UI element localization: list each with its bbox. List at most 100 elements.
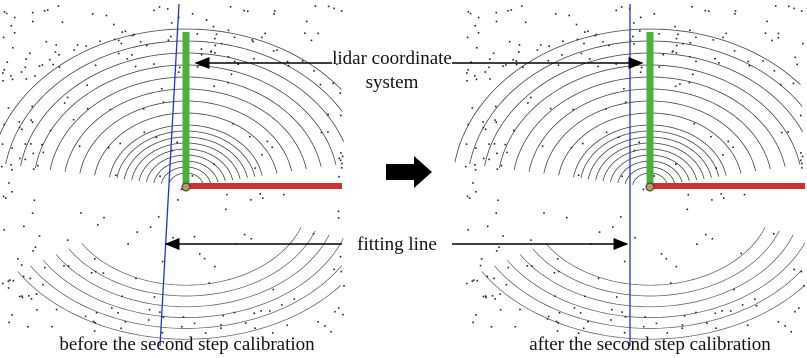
scan-ring xyxy=(467,37,469,39)
scan-ring xyxy=(518,51,520,53)
scan-ring xyxy=(540,44,542,46)
scan-ring xyxy=(581,53,583,55)
scan-ring xyxy=(30,119,32,121)
scan-ring xyxy=(708,10,710,12)
scan-ring xyxy=(472,322,474,324)
scan-ring xyxy=(472,280,474,282)
scan-ring xyxy=(556,321,558,323)
scan-ring xyxy=(214,52,216,54)
scan-ring xyxy=(92,13,94,15)
scan-ring xyxy=(259,193,261,195)
scan-ring xyxy=(801,163,803,165)
scan-ring xyxy=(55,44,57,46)
scan-ring xyxy=(679,83,681,85)
scan-ring xyxy=(208,282,210,284)
scan-ring xyxy=(483,158,485,160)
scan-ring xyxy=(676,52,678,54)
scan-ring xyxy=(489,58,491,60)
scan-ring xyxy=(5,197,7,199)
scan-ring xyxy=(67,97,69,99)
scan-ring xyxy=(338,217,340,219)
scan-ring xyxy=(44,10,46,12)
scan-ring xyxy=(516,64,518,66)
scan-ring xyxy=(695,312,697,314)
scan-ring xyxy=(766,21,768,23)
scan-ring xyxy=(788,6,790,8)
scan-ring xyxy=(21,264,23,266)
scan-ring xyxy=(121,31,123,33)
scan-ring xyxy=(492,295,494,297)
scan-ring xyxy=(547,318,549,320)
scan-ring xyxy=(225,209,227,211)
scan-ring xyxy=(341,271,343,273)
scan-ring xyxy=(131,54,133,56)
scan-ring xyxy=(161,88,163,90)
scan-ring xyxy=(634,237,636,239)
scan-ring xyxy=(578,174,580,176)
origin xyxy=(646,183,654,191)
scan-ring xyxy=(3,37,5,39)
scan-ring xyxy=(328,6,330,8)
scan-ring xyxy=(234,312,236,314)
scan-ring xyxy=(56,309,58,311)
scan-ring xyxy=(485,297,487,299)
scan-ring xyxy=(472,182,474,184)
scan-ring xyxy=(710,136,712,138)
scan-ring xyxy=(97,224,99,226)
scan-ring xyxy=(580,312,582,314)
scan-ring xyxy=(531,265,533,267)
scan-ring xyxy=(781,132,783,134)
scan-ring xyxy=(690,42,692,44)
scan-ring xyxy=(49,59,51,61)
scan-ring xyxy=(144,132,146,134)
scan-ring xyxy=(176,142,178,144)
scan-ring xyxy=(59,66,61,68)
scan-ring xyxy=(542,145,544,147)
scan-ring xyxy=(163,101,165,103)
scan-ring xyxy=(55,51,57,53)
scan-ring xyxy=(720,193,722,195)
scan-ring xyxy=(773,233,775,235)
scan-ring xyxy=(722,154,724,156)
scan-ring xyxy=(483,127,485,129)
scan-ring xyxy=(260,310,262,312)
scan-ring xyxy=(577,39,579,41)
scan-ring xyxy=(206,19,208,21)
scan-ring xyxy=(194,323,196,325)
scan-ring xyxy=(194,236,196,238)
scan-ring xyxy=(32,121,34,123)
scan-ring xyxy=(221,43,223,45)
scan-ring xyxy=(801,271,803,273)
scan-ring xyxy=(42,284,44,286)
scan-ring xyxy=(68,265,70,267)
scan-ring xyxy=(213,26,215,28)
scan-ring xyxy=(475,147,477,149)
scan-ring xyxy=(694,123,696,125)
scan-ring xyxy=(800,152,802,154)
scan-ring xyxy=(96,312,98,314)
scan-ring xyxy=(11,169,13,171)
scan-ring xyxy=(478,32,480,34)
scan-ring xyxy=(111,307,113,309)
scan-ring xyxy=(127,243,129,245)
scan-ring xyxy=(342,156,344,158)
scan-ring xyxy=(643,189,645,191)
scan-ring xyxy=(64,102,66,104)
scan-ring xyxy=(798,307,800,309)
scan-ring xyxy=(234,61,236,63)
scan-ring xyxy=(29,53,31,55)
scan-ring xyxy=(3,124,5,126)
scan-ring xyxy=(778,321,780,323)
scan-ring xyxy=(135,278,137,280)
scan-ring xyxy=(733,289,735,291)
scan-ring xyxy=(135,66,137,68)
scan-ring xyxy=(568,15,570,17)
scan-ring xyxy=(620,216,622,218)
scan-ring xyxy=(640,71,642,73)
scan-ring xyxy=(8,182,10,184)
scan-ring xyxy=(7,61,9,63)
scan-ring xyxy=(8,287,10,289)
scan-ring xyxy=(467,124,469,126)
scan-ring xyxy=(294,298,296,300)
scan-ring xyxy=(682,324,684,326)
